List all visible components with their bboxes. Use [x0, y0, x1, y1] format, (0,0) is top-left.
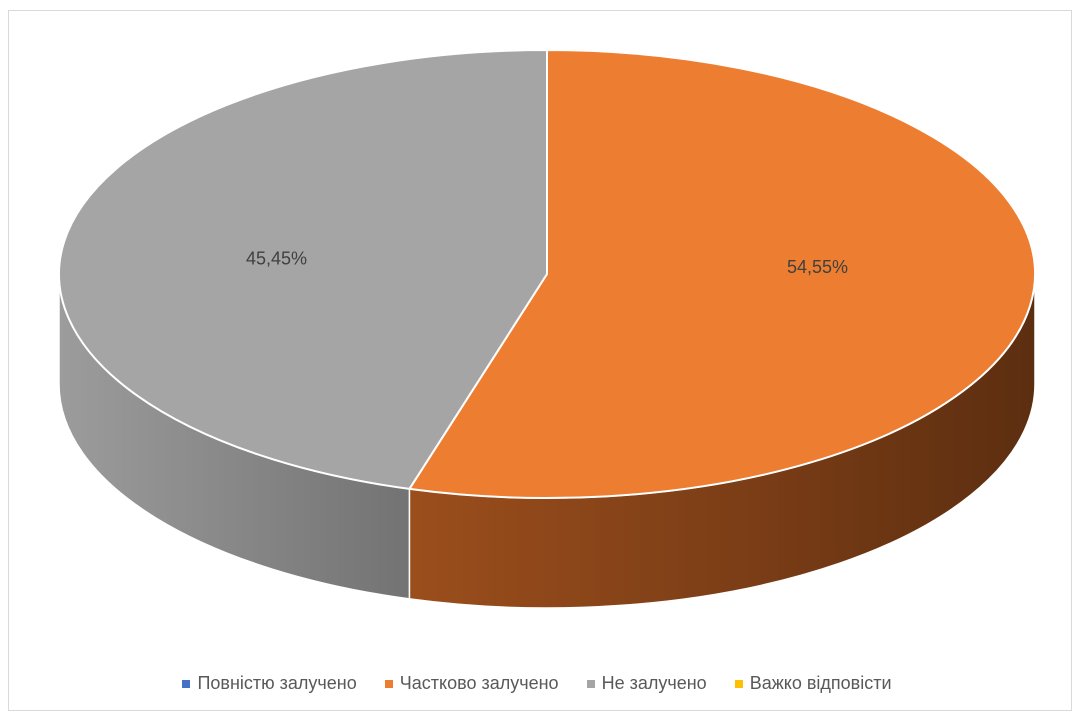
pie-top-layer — [58, 49, 1036, 499]
pie-label-layer: 54,55% 45,45% — [246, 248, 848, 277]
legend-swatch-fully — [182, 679, 191, 688]
legend-swatch-hard — [734, 679, 743, 688]
legend: Повністю залучено Частково залучено Не з… — [0, 673, 1074, 694]
pie-slice-partially — [408, 49, 1036, 499]
legend-label-hard: Важко відповісти — [749, 673, 892, 693]
legend-item-fully: Повністю залучено — [182, 673, 357, 694]
legend-item-partially: Частково залучено — [384, 673, 559, 694]
data-label-partially: 54,55% — [787, 257, 848, 277]
legend-swatch-partially — [384, 679, 393, 688]
legend-swatch-not — [586, 679, 595, 688]
data-label-not: 45,45% — [246, 248, 307, 268]
pie-slice-not — [58, 49, 548, 490]
legend-label-fully: Повністю залучено — [197, 673, 357, 693]
legend-label-not: Не залучено — [601, 673, 707, 693]
legend-item-not: Не залучено — [586, 673, 707, 694]
legend-label-partially: Частково залучено — [399, 673, 559, 693]
legend-item-hard: Важко відповісти — [734, 673, 892, 694]
